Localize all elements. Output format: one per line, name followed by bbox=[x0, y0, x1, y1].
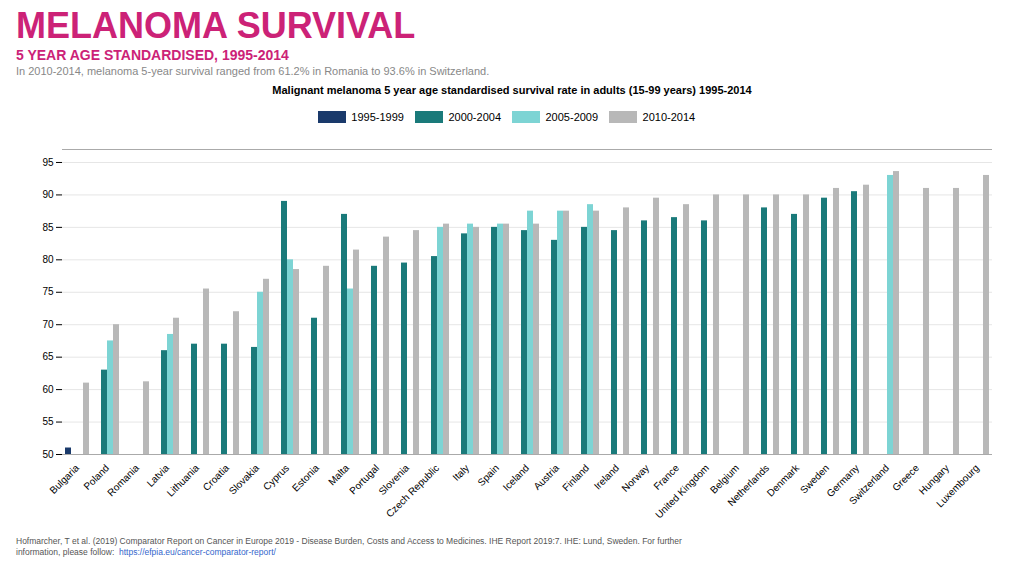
svg-text:Iceland: Iceland bbox=[501, 462, 532, 493]
html-text:2010-2014: 2010-2014 bbox=[642, 110, 696, 123]
svg-text:Luxembourg: Luxembourg bbox=[934, 462, 981, 509]
svg-text:Portugal: Portugal bbox=[347, 462, 381, 496]
svg-text:Slovenia: Slovenia bbox=[376, 461, 412, 497]
html-text:Malignant melanoma 5 year age: Malignant melanoma 5 year age standardis… bbox=[272, 84, 752, 96]
svg-text:Latvia: Latvia bbox=[145, 461, 172, 488]
html-text:information, please follow: ht: information, please follow: https://efpi… bbox=[16, 546, 276, 557]
svg-text:Italy: Italy bbox=[450, 462, 471, 483]
html-text:5 YEAR AGE STANDARDISED, 1995-: 5 YEAR AGE STANDARDISED, 1995-2014 bbox=[16, 47, 289, 63]
svg-text:Ireland: Ireland bbox=[592, 462, 621, 491]
svg-text:Cyprus: Cyprus bbox=[261, 462, 291, 492]
svg-text:Netherlands: Netherlands bbox=[725, 462, 771, 508]
svg-text:Norway: Norway bbox=[619, 462, 651, 494]
svg-text:Germany: Germany bbox=[824, 461, 862, 499]
svg-text:Slovakia: Slovakia bbox=[227, 461, 262, 496]
svg-text:Denmark: Denmark bbox=[765, 461, 802, 498]
svg-text:75: 75 bbox=[42, 286, 54, 297]
svg-text:Switzerland: Switzerland bbox=[847, 462, 891, 506]
svg-text:Belgium: Belgium bbox=[707, 461, 742, 496]
svg-text:Hungary: Hungary bbox=[916, 461, 952, 497]
svg-text:80: 80 bbox=[42, 254, 54, 265]
svg-text:United Kingdom: United Kingdom bbox=[653, 462, 711, 520]
html-text:2005-2009: 2005-2009 bbox=[545, 110, 599, 123]
svg-text:France: France bbox=[651, 461, 682, 492]
svg-text:Austria: Austria bbox=[531, 461, 561, 491]
svg-text:90: 90 bbox=[42, 189, 54, 200]
svg-text:Finland: Finland bbox=[560, 462, 591, 493]
svg-text:60: 60 bbox=[42, 383, 54, 394]
html-text:1995-1999: 1995-1999 bbox=[351, 110, 404, 123]
svg-text:Malta: Malta bbox=[326, 461, 351, 486]
html-text:MELANOMA SURVIVAL: MELANOMA SURVIVAL bbox=[16, 5, 416, 46]
svg-text:Lithuania: Lithuania bbox=[165, 461, 202, 498]
svg-text:Sweden: Sweden bbox=[797, 461, 832, 496]
html-text:In 2010-2014, melanoma 5-year: In 2010-2014, melanoma 5-year survival r… bbox=[16, 65, 490, 77]
svg-text:Poland: Poland bbox=[81, 461, 112, 492]
svg-text:Czech Republic: Czech Republic bbox=[384, 462, 441, 519]
svg-text:Greece: Greece bbox=[890, 461, 922, 493]
svg-text:95: 95 bbox=[42, 156, 54, 167]
svg-text:Croatia: Croatia bbox=[200, 461, 232, 493]
svg-text:55: 55 bbox=[42, 416, 54, 427]
svg-text:65: 65 bbox=[42, 351, 54, 362]
html-text:2000-2004: 2000-2004 bbox=[448, 110, 501, 123]
svg-text:70: 70 bbox=[42, 318, 54, 329]
svg-text:50: 50 bbox=[42, 448, 54, 459]
html-text:Hofmarcher, T et al. (2019) Co: Hofmarcher, T et al. (2019) Comparator R… bbox=[16, 535, 682, 546]
svg-text:85: 85 bbox=[42, 221, 54, 232]
svg-text:Romania: Romania bbox=[105, 461, 141, 497]
svg-text:Bulgaria: Bulgaria bbox=[47, 461, 81, 495]
svg-text:Estonia: Estonia bbox=[290, 461, 322, 493]
svg-text:Spain: Spain bbox=[475, 462, 501, 488]
